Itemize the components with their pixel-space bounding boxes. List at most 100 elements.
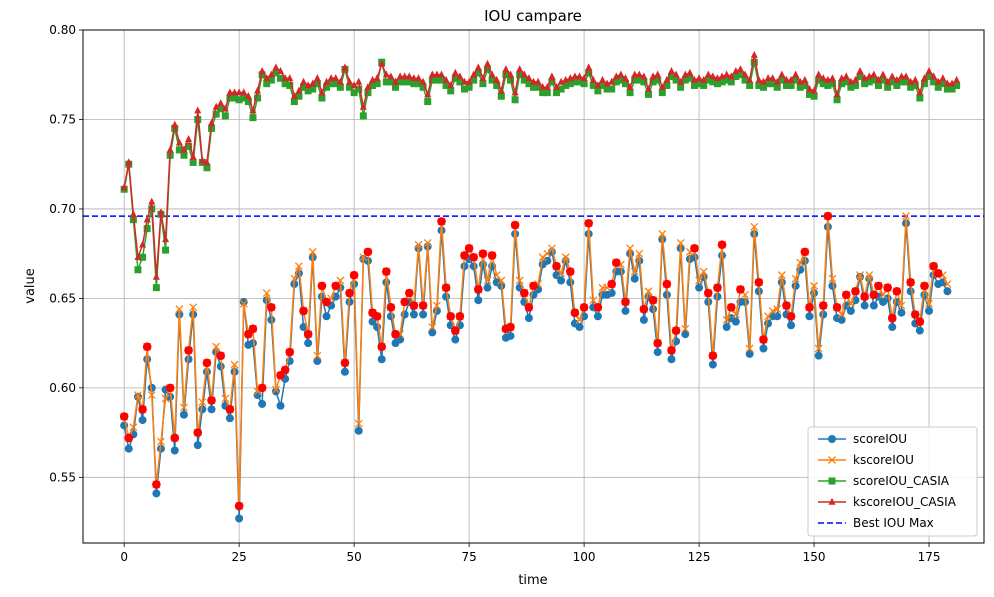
data-point	[851, 75, 859, 83]
data-point	[810, 86, 818, 94]
data-point	[547, 244, 556, 253]
data-point	[212, 110, 220, 118]
data-point	[663, 81, 671, 89]
data-point	[295, 92, 303, 100]
data-point	[603, 85, 611, 93]
data-point	[493, 75, 501, 83]
data-point	[401, 78, 409, 86]
data-point	[792, 76, 800, 84]
data-point	[773, 305, 782, 314]
data-point	[676, 238, 685, 247]
data-point	[953, 81, 961, 89]
data-point	[515, 276, 524, 285]
data-point	[621, 74, 629, 82]
x-tick-label: 175	[918, 550, 941, 564]
data-point	[884, 83, 892, 91]
data-point	[166, 392, 175, 401]
data-point	[364, 89, 372, 97]
highlight-point	[906, 277, 915, 287]
data-point	[254, 86, 262, 94]
data-point	[286, 81, 294, 89]
highlight-point	[138, 405, 147, 414]
data-point	[470, 76, 478, 84]
data-point	[846, 306, 855, 315]
data-point	[456, 72, 464, 80]
highlight-point	[391, 329, 400, 339]
data-point	[575, 72, 583, 80]
data-point	[419, 83, 427, 91]
data-point	[925, 66, 933, 74]
data-point	[461, 85, 469, 93]
data-point	[681, 330, 690, 339]
data-point	[432, 301, 441, 310]
data-point	[226, 88, 234, 96]
data-point	[888, 323, 897, 332]
data-point	[161, 394, 170, 403]
x-tick-label: 75	[461, 550, 476, 564]
data-point	[869, 301, 878, 310]
highlight-point	[377, 342, 387, 352]
data-point	[934, 83, 942, 91]
data-point	[838, 74, 846, 82]
data-point	[373, 74, 381, 82]
data-point	[409, 310, 418, 319]
highlight-point	[611, 258, 621, 267]
data-point	[244, 98, 252, 106]
highlight-point	[920, 281, 929, 291]
data-point	[805, 312, 814, 321]
highlight-point	[552, 261, 561, 271]
data-point	[805, 84, 813, 92]
data-point	[534, 83, 542, 91]
data-point	[557, 77, 565, 85]
highlight-point	[124, 433, 134, 443]
data-point	[152, 284, 160, 292]
x-axis-label: time	[518, 573, 547, 588]
data-point	[902, 78, 910, 86]
highlight-point	[165, 383, 175, 393]
data-point	[134, 391, 142, 399]
data-point	[308, 247, 317, 256]
data-point	[943, 287, 952, 296]
highlight-point	[386, 303, 396, 312]
data-point	[718, 72, 726, 80]
legend-box	[807, 426, 978, 537]
highlight-point	[520, 288, 529, 298]
data-point	[530, 83, 537, 91]
highlight-point	[460, 251, 469, 260]
data-point	[442, 81, 450, 89]
data-point	[810, 92, 818, 100]
data-point	[796, 77, 804, 85]
data-point	[814, 344, 823, 353]
highlight-point	[322, 297, 331, 307]
data-point	[897, 301, 906, 310]
highlight-point	[202, 358, 212, 368]
data-point	[654, 76, 662, 84]
data-point	[773, 83, 781, 91]
data-point	[727, 72, 735, 80]
data-point	[415, 74, 423, 82]
data-point	[658, 230, 667, 238]
data-point	[387, 78, 395, 86]
data-point	[231, 94, 239, 102]
data-point	[304, 339, 313, 348]
data-point	[589, 75, 597, 83]
data-point	[286, 74, 294, 82]
data-point	[695, 80, 703, 88]
highlight-point	[216, 351, 226, 360]
data-point	[193, 441, 202, 450]
data-point	[746, 75, 754, 83]
data-point	[879, 76, 887, 84]
data-point	[778, 70, 786, 78]
data-point	[281, 74, 289, 82]
data-point	[313, 80, 321, 88]
data-point	[791, 281, 800, 290]
data-point	[722, 315, 731, 324]
data-point	[442, 75, 450, 83]
data-point	[667, 66, 675, 74]
data-point	[677, 77, 685, 85]
highlight-point	[446, 311, 456, 321]
data-point	[290, 98, 298, 106]
highlight-point	[257, 383, 267, 393]
data-point	[548, 78, 556, 86]
data-point	[332, 74, 340, 82]
